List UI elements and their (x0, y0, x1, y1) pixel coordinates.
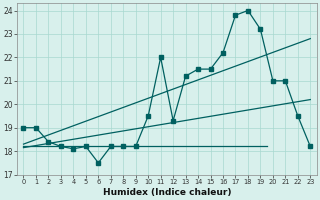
X-axis label: Humidex (Indice chaleur): Humidex (Indice chaleur) (103, 188, 231, 197)
